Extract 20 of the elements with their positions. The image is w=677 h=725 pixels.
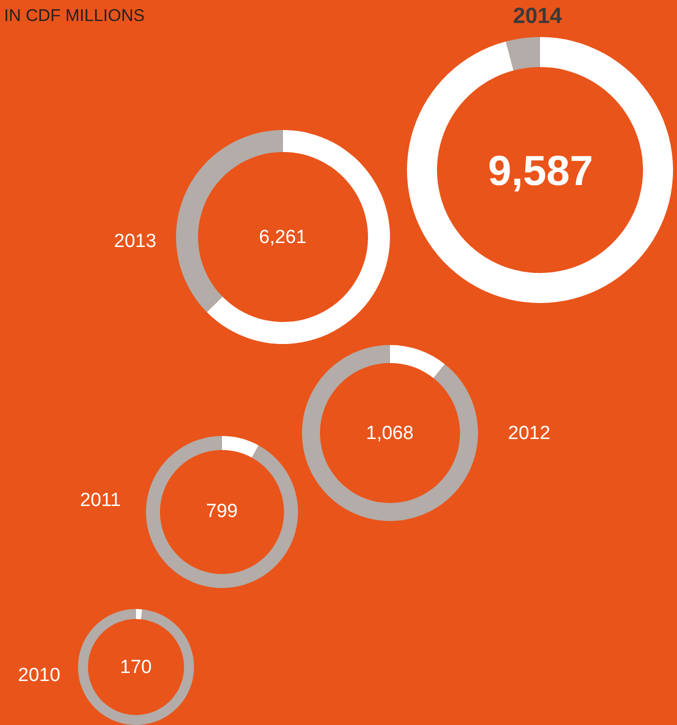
text: 9,587 bbox=[488, 147, 594, 194]
donut-slice bbox=[206, 130, 390, 344]
text: 2012 bbox=[508, 423, 550, 444]
donut-slice bbox=[302, 345, 478, 521]
donut-slice bbox=[78, 609, 194, 725]
text: 1,068 bbox=[366, 423, 414, 444]
text: IN CDF MILLIONS bbox=[4, 6, 145, 25]
chart-title: 2014 bbox=[513, 3, 563, 28]
text: 6,261 bbox=[259, 227, 307, 248]
donut-slice bbox=[222, 436, 259, 458]
text: 170 bbox=[120, 657, 152, 678]
donut-slice bbox=[506, 37, 540, 70]
text: 2010 bbox=[18, 665, 60, 686]
text: 2011 bbox=[80, 490, 121, 511]
text: 799 bbox=[206, 501, 238, 522]
donut-slice bbox=[146, 436, 298, 588]
donut-slice bbox=[136, 609, 142, 620]
donut-slice bbox=[390, 345, 445, 378]
donut-slice bbox=[407, 37, 673, 303]
text: 2013 bbox=[114, 231, 156, 252]
